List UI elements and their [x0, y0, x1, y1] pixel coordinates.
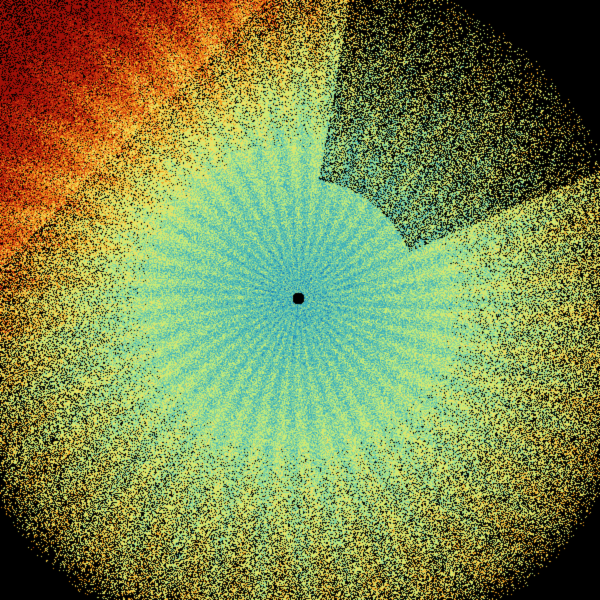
- radar-image: [0, 0, 600, 600]
